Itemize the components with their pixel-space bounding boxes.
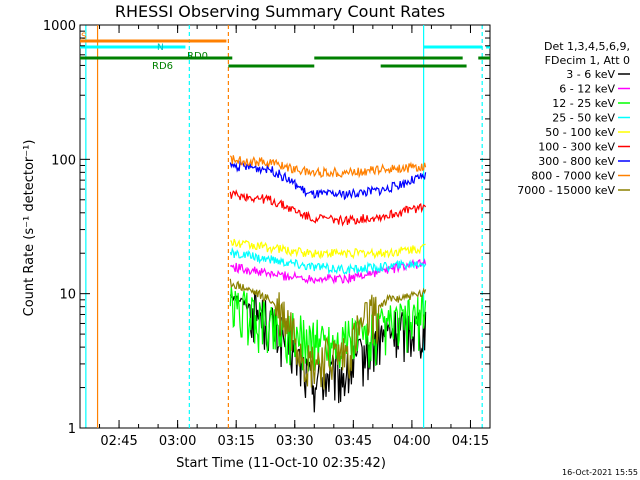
attenuator-label-rd0: RD0	[187, 51, 208, 62]
legend-label: 800 - 7000 keV	[531, 170, 615, 183]
legend-label: 7000 - 15000 keV	[517, 184, 615, 197]
y-tick-label: 10	[59, 288, 76, 303]
plot-area: S N RD0 RD6	[79, 24, 491, 429]
legend-label: 25 - 50 keV	[552, 112, 615, 125]
legend-title-line1: Det 1,3,4,5,6,9,	[544, 40, 630, 53]
chart-title: RHESSI Observing Summary Count Rates	[115, 2, 445, 21]
legend-label: 12 - 25 keV	[552, 97, 615, 110]
y-tick-label: 1000	[43, 19, 76, 34]
series-line	[229, 189, 427, 227]
x-axis-label: Start Time (11-Oct-10 02:35:42)	[176, 456, 386, 471]
series-line	[229, 160, 427, 201]
saa-label: S	[81, 32, 87, 42]
night-label: N	[157, 43, 164, 53]
series-line	[229, 155, 427, 179]
y-tick-label: 1	[68, 422, 76, 437]
series-line	[229, 278, 427, 390]
x-tick-label: 04:15	[452, 434, 489, 449]
legend-title-line2: FDecim 1, Att 0	[545, 54, 630, 67]
legend: Det 1,3,4,5,6,9, FDecim 1, Att 0 3 - 6 k…	[517, 40, 630, 197]
x-tick-label: 02:45	[100, 434, 137, 449]
series-line	[230, 238, 426, 260]
y-tick-label: 100	[51, 153, 76, 168]
legend-label: 6 - 12 keV	[559, 83, 615, 96]
x-tick-label: 04:00	[393, 434, 430, 449]
x-tick-label: 03:00	[159, 434, 196, 449]
y-axis-label: Count Rate (s⁻¹ detector⁻¹)	[22, 140, 37, 317]
attenuator-label-rd6: RD6	[152, 61, 173, 72]
legend-label: 100 - 300 keV	[538, 141, 615, 154]
plot-frame	[79, 24, 491, 429]
x-tick-label: 03:15	[217, 434, 254, 449]
series-line	[229, 247, 427, 275]
x-ticks: 02:45 03:00 03:15 03:30 03:45 04:00 04:15	[79, 25, 491, 449]
x-tick-label: 03:30	[276, 434, 313, 449]
legend-label: 50 - 100 keV	[545, 126, 615, 139]
legend-label: 3 - 6 keV	[566, 68, 615, 81]
y-ticks: 1 10 100 1000	[43, 19, 490, 437]
legend-label: 300 - 800 keV	[538, 155, 615, 168]
timestamp: 16-Oct-2021 15:55	[562, 468, 638, 477]
x-tick-label: 03:45	[335, 434, 372, 449]
